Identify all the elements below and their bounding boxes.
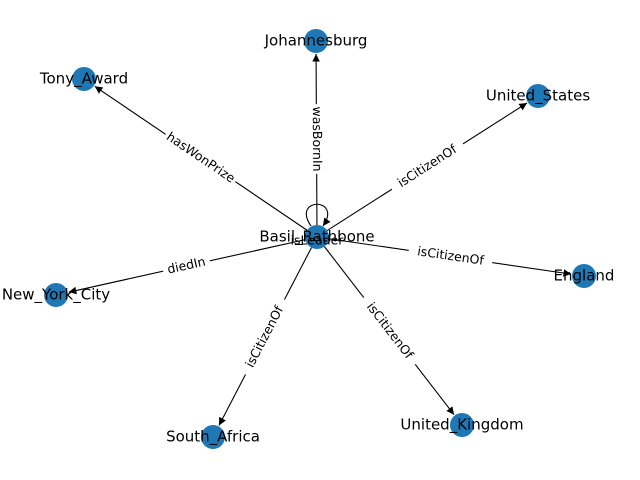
edge-label-group: isCitizenOf bbox=[407, 242, 494, 271]
edge-label-background bbox=[161, 127, 240, 189]
edge-label-background bbox=[308, 104, 325, 174]
node-label-uk: United_Kingdom bbox=[400, 416, 523, 435]
node-label-tony: Tony_Award bbox=[39, 70, 128, 89]
edge-label: isCitizenOf bbox=[395, 141, 460, 190]
edge-self-loop bbox=[305, 203, 331, 227]
edge-label-group: isCitizenOf bbox=[357, 292, 422, 370]
node-label-us: United_States bbox=[486, 87, 590, 106]
edge-label-group: isCitizenOf bbox=[387, 137, 468, 196]
node-tony bbox=[72, 67, 96, 91]
node-nyc bbox=[44, 283, 68, 307]
node-england bbox=[572, 264, 596, 288]
node-basil bbox=[305, 225, 329, 249]
edge-label-group: isCitizenOf bbox=[238, 295, 292, 379]
edge-label: isCitizenOf bbox=[364, 299, 417, 362]
node-label-sa: South_Africa bbox=[166, 428, 260, 447]
node-label-england: England bbox=[554, 267, 615, 285]
node-uk bbox=[450, 413, 474, 437]
edge-label-background bbox=[161, 253, 212, 279]
edge-label-background bbox=[238, 295, 292, 379]
edge-label-group: wasBornIn bbox=[308, 104, 325, 174]
edge-label-group: diedIn bbox=[161, 253, 212, 279]
node-johannesburg bbox=[304, 29, 328, 53]
edge-label: isLeader bbox=[291, 233, 345, 248]
node-sa bbox=[201, 425, 225, 449]
edge-label: wasBornIn bbox=[310, 106, 325, 171]
node-label-basil: Basil_Rathbone bbox=[259, 228, 374, 247]
edge-label: hasWonPrize bbox=[164, 129, 238, 186]
edge-label-background bbox=[387, 137, 468, 196]
node-label-nyc: New_York_City bbox=[2, 286, 110, 305]
edge-label: isCitizenOf bbox=[242, 303, 286, 370]
node-us bbox=[526, 84, 550, 108]
edge-label-background bbox=[407, 242, 494, 271]
node-label-johannesburg: Johannesburg bbox=[264, 32, 368, 50]
edge-label-group: hasWonPrize bbox=[161, 127, 240, 189]
edge-label-background bbox=[357, 292, 422, 370]
